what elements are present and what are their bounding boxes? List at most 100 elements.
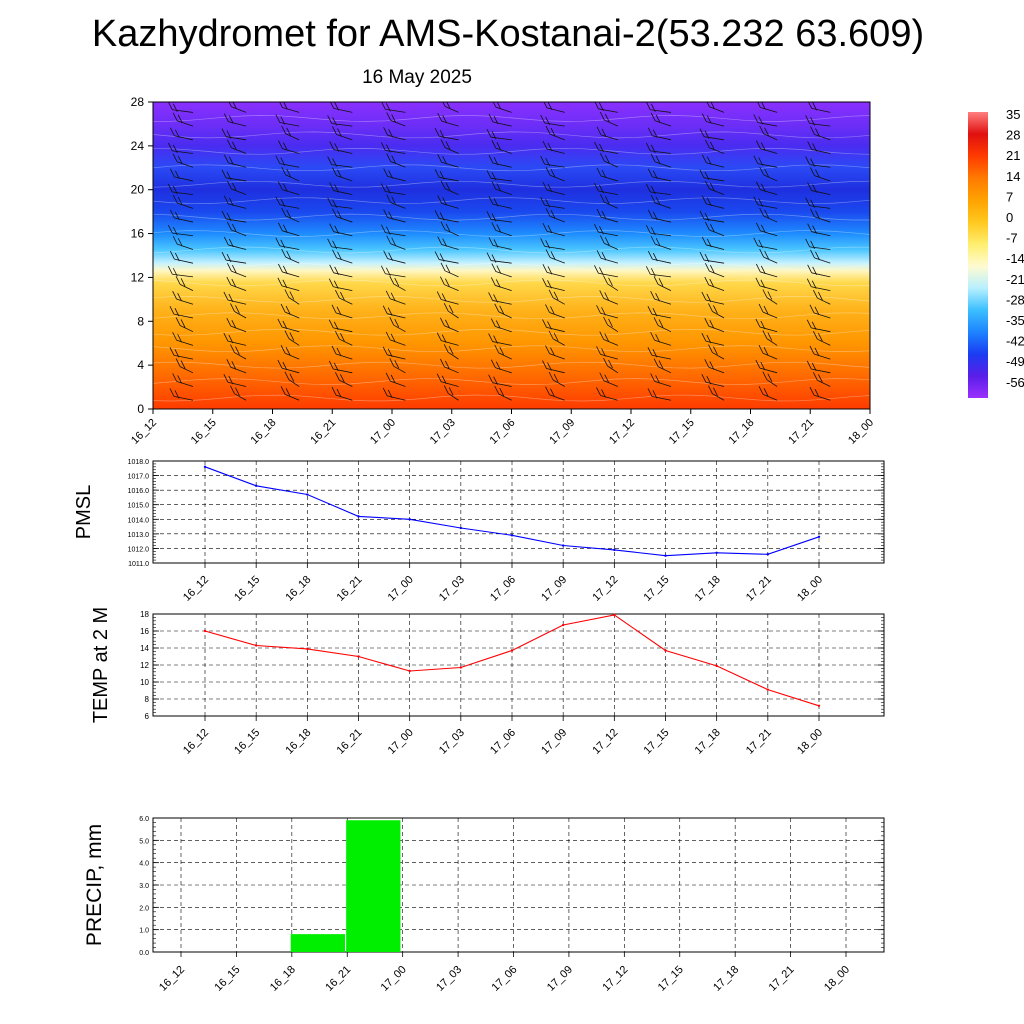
- wind-barb: [328, 360, 353, 374]
- colorbar-label: -42: [1006, 334, 1024, 349]
- wind-barb: [759, 207, 778, 223]
- x-tick-label: 17_21: [744, 574, 774, 604]
- wind-barb: [701, 236, 725, 250]
- wind-barb: [596, 250, 618, 264]
- wind-barb: [653, 276, 672, 291]
- wind-barb: [175, 276, 194, 291]
- contour-line: [153, 131, 870, 139]
- wind-barb: [603, 316, 619, 333]
- wind-barb: [437, 112, 459, 127]
- wind-barb: [540, 155, 565, 168]
- wind-barb: [223, 374, 247, 387]
- wind-barb: [810, 208, 831, 223]
- colorbar-label: -56: [1006, 375, 1024, 390]
- wind-barb: [172, 153, 194, 168]
- wind-barb: [490, 359, 512, 374]
- x-tick-label: 17_00: [386, 727, 416, 757]
- data-point: [766, 553, 770, 556]
- colorbar-label: -28: [1006, 292, 1024, 307]
- wind-barb: [275, 196, 300, 209]
- wind-barb: [381, 102, 406, 113]
- wind-barb: [699, 251, 725, 264]
- wind-barb: [278, 263, 300, 278]
- colorbar-label: 28: [1006, 128, 1020, 143]
- wind-barb: [221, 169, 247, 182]
- y-tick-label: 14: [140, 644, 149, 653]
- wind-barb: [434, 210, 459, 223]
- wind-barb: [443, 303, 459, 319]
- wind-barb: [645, 183, 672, 196]
- wind-barb: [327, 238, 353, 250]
- wind-barb: [808, 102, 831, 113]
- wind-barb: [169, 168, 194, 182]
- wind-barb: [278, 140, 300, 154]
- data-point: [664, 554, 667, 557]
- wind-barb: [809, 345, 831, 360]
- x-tick-label: 17_06: [488, 417, 518, 447]
- wind-barb: [277, 318, 300, 333]
- wind-barb: [386, 112, 406, 127]
- x-tick-label: 16_15: [212, 964, 242, 994]
- wind-barb: [810, 126, 831, 141]
- wind-barb: [708, 385, 725, 401]
- data-point: [766, 688, 770, 691]
- wind-barb: [440, 358, 459, 374]
- wind-barb: [172, 290, 194, 305]
- x-tick-label: 16_21: [335, 574, 365, 604]
- wind-barb: [599, 152, 619, 168]
- wind-barb: [599, 194, 619, 209]
- wind-barb: [759, 166, 778, 182]
- wind-barb: [436, 332, 459, 346]
- wind-barb: [280, 303, 300, 319]
- contour-line: [153, 328, 870, 336]
- x-tick-label: 17_21: [786, 417, 816, 447]
- wind-barb: [332, 126, 353, 141]
- y-tick-label: 1018.0: [128, 459, 150, 466]
- wind-barb: [650, 235, 672, 250]
- x-tick-label: 17_12: [590, 727, 620, 757]
- x-tick-label: 17_03: [437, 727, 467, 757]
- x-tick-label: 17_03: [428, 417, 458, 447]
- y-tick-label: 18: [140, 610, 149, 619]
- wind-barb: [704, 359, 725, 374]
- wind-barb: [594, 223, 618, 237]
- x-tick-label: 18_00: [822, 964, 852, 994]
- x-tick-label: 16_18: [283, 727, 313, 757]
- y-tick-label: 1.0: [139, 928, 149, 935]
- x-tick-label: 17_12: [607, 417, 637, 447]
- wind-barb: [284, 289, 300, 305]
- x-tick-label: 18_00: [795, 727, 825, 757]
- wind-barb: [650, 290, 672, 305]
- wind-barb: [226, 317, 247, 333]
- chart-title: Kazhydromet for AMS-Kostanai-2(53.232 63…: [92, 13, 924, 55]
- x-tick-label: 16_18: [268, 964, 298, 994]
- x-tick-label: 16_12: [157, 964, 187, 994]
- data-point: [357, 655, 360, 658]
- wind-barb: [436, 373, 459, 387]
- wind-barb: [704, 317, 725, 333]
- wind-barb: [647, 347, 672, 360]
- wind-barb: [389, 358, 406, 374]
- wind-barb: [385, 290, 406, 305]
- wind-barb: [542, 360, 565, 374]
- wind-barb: [230, 303, 247, 319]
- y-tick-label: 8: [145, 695, 150, 704]
- wind-barb: [328, 278, 353, 291]
- wind-barb: [548, 289, 565, 305]
- wind-barb: [542, 264, 565, 278]
- x-tick-label: 17_15: [656, 964, 686, 994]
- wind-barb: [708, 344, 725, 360]
- wind-barb: [647, 250, 672, 264]
- wind-barb: [327, 197, 353, 209]
- wind-barb: [491, 263, 512, 278]
- wind-barb: [327, 115, 353, 127]
- wind-barb: [806, 319, 831, 333]
- wind-barb: [167, 224, 194, 237]
- y-axis-label: PMSL: [73, 485, 95, 539]
- wind-barb: [223, 291, 247, 305]
- wind-barb: [701, 154, 725, 168]
- wind-barb: [386, 153, 406, 168]
- precip-bar: [290, 934, 346, 952]
- data-point: [715, 551, 718, 554]
- y-tick-label: 1017.0: [128, 474, 150, 481]
